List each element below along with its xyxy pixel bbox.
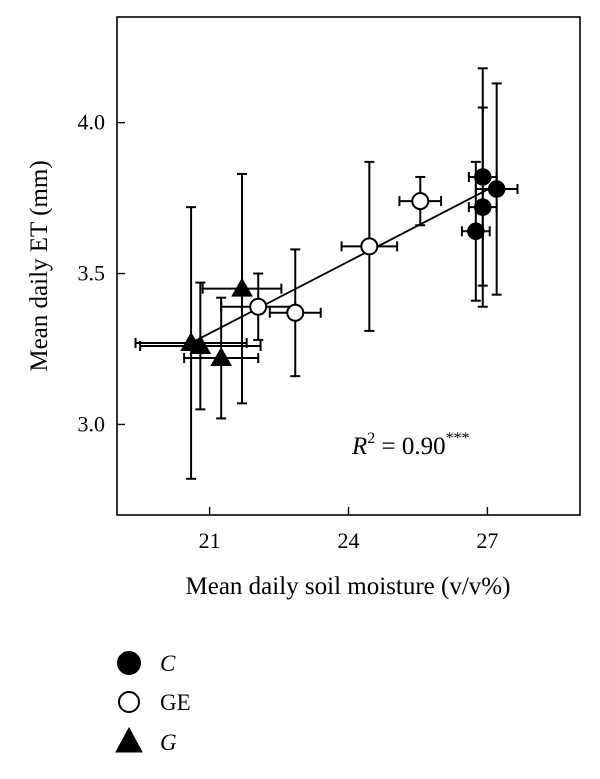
legend-item-ge: GE — [118, 690, 191, 715]
tick-labels: 21 24 27 3.0 3.5 4.0 — [78, 110, 499, 553]
significance-stars: *** — [446, 430, 470, 447]
plot-frame — [116, 16, 581, 516]
y-axis-title: Mean daily ET (mm) — [26, 160, 53, 371]
legend-label-g: G — [160, 730, 177, 755]
legend-label-c: C — [160, 651, 176, 676]
marker-filled-circle — [467, 222, 485, 241]
legend-item-g: G — [115, 726, 177, 755]
marker-triangle — [231, 277, 253, 297]
r-exponent: 2 — [367, 430, 375, 447]
marker-triangle — [189, 334, 212, 354]
x-axis-title: Mean daily soil moisture (v/v%) — [186, 573, 511, 600]
y-tick-label: 4.0 — [78, 110, 106, 135]
legend-item-c: C — [117, 651, 176, 676]
x-tick-label: 21 — [199, 528, 221, 553]
trendline-group — [190, 185, 495, 344]
data-point — [220, 272, 297, 341]
r-squared-annotation: R2 = 0.90*** — [351, 430, 470, 460]
y-tick-label: 3.5 — [78, 261, 106, 286]
data-point — [467, 106, 498, 308]
data-points — [134, 67, 519, 480]
legend-marker-triangle — [115, 726, 143, 753]
data-point — [134, 206, 248, 480]
x-tick-label: 27 — [476, 528, 498, 553]
r-value: = 0.90 — [375, 433, 445, 460]
plot-border — [116, 16, 581, 516]
y-tick-label: 3.0 — [78, 411, 106, 436]
data-point — [139, 281, 262, 411]
marker-filled-circle — [474, 198, 492, 216]
marker-open-circle — [360, 237, 379, 256]
axis-ticks — [117, 121, 489, 515]
data-point — [340, 160, 399, 332]
marker-triangle — [210, 347, 233, 367]
legend-marker-filled-circle — [117, 651, 141, 675]
data-point — [201, 172, 283, 405]
legend-label-ge: GE — [160, 690, 191, 715]
series-g — [134, 172, 283, 480]
series-ge — [220, 160, 443, 378]
marker-open-circle — [286, 303, 305, 322]
marker-filled-circle — [487, 180, 506, 198]
r-symbol: R — [351, 433, 367, 460]
x-tick-label: 24 — [338, 528, 360, 553]
data-point — [268, 248, 322, 378]
data-point — [398, 175, 443, 227]
legend-marker-open-circle — [118, 691, 140, 713]
trendline — [190, 185, 495, 344]
legend: C GE G — [115, 651, 191, 755]
marker-open-circle — [411, 192, 430, 211]
marker-open-circle — [249, 297, 268, 316]
series-c — [460, 67, 519, 308]
data-point — [183, 296, 260, 420]
data-point — [460, 160, 491, 302]
